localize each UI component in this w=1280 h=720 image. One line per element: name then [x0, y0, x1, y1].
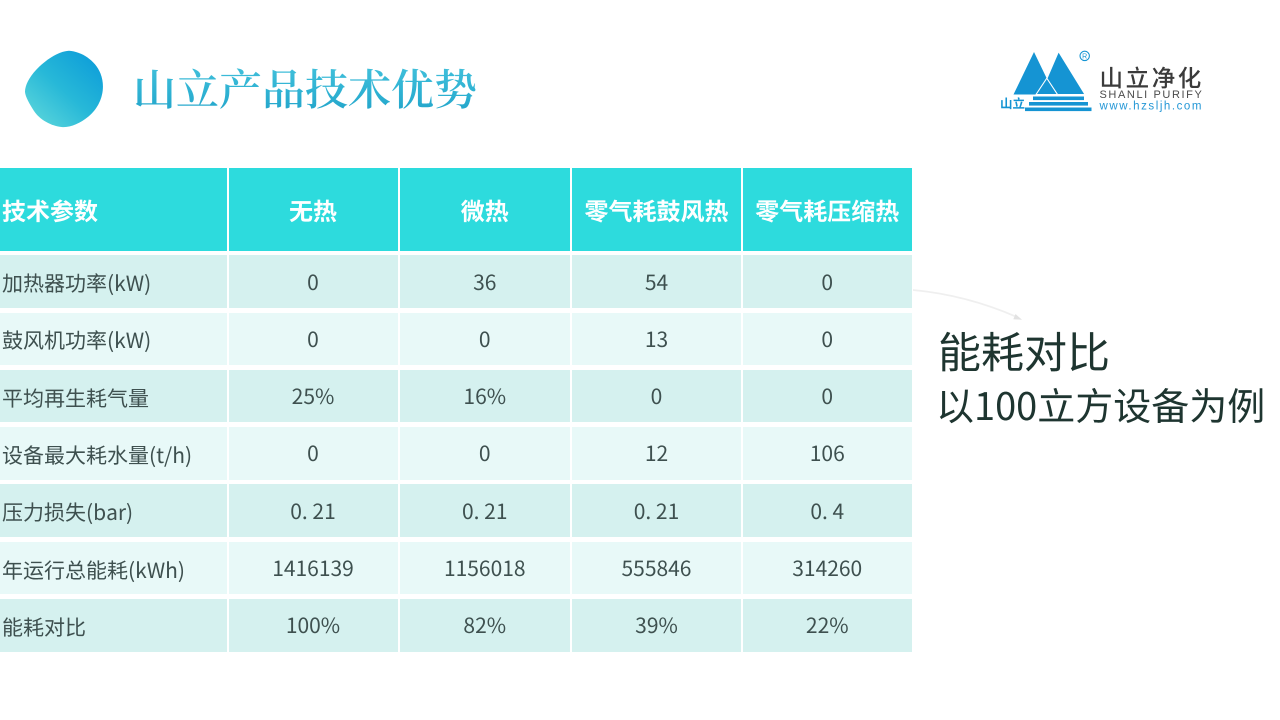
svg-text:山立: 山立 — [1000, 93, 1025, 112]
svg-text:SHANLI PURIFY: SHANLI PURIFY — [1100, 89, 1204, 101]
svg-text:山立净化: 山立净化 — [1100, 60, 1204, 94]
svg-text:R: R — [1082, 53, 1087, 60]
svg-text:www.hzsljh.com: www.hzsljh.com — [1099, 101, 1204, 113]
